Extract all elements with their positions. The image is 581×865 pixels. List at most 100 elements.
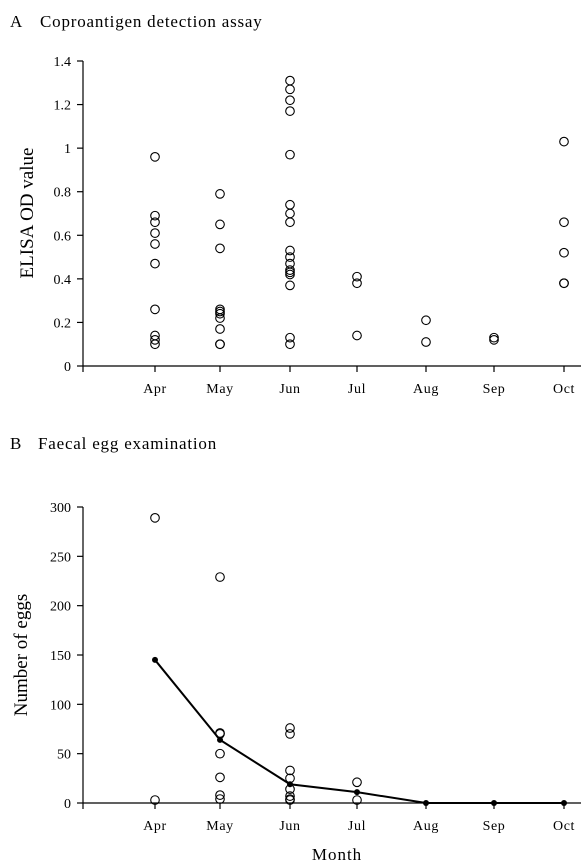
data-point [150,217,160,228]
x-tick-label: Aug [413,382,439,397]
y-tick-label: 0.8 [54,186,72,201]
y-tick-label: 0.2 [54,316,72,331]
data-point [285,773,295,784]
data-point [215,748,225,759]
data-point [215,772,225,783]
x-tick-label: Sep [483,382,506,397]
data-point [285,784,295,795]
data-point [285,208,295,219]
data-point [150,335,160,345]
data-point [352,795,362,805]
panel-label: A [10,12,23,31]
data-point [352,278,362,289]
data-point [150,152,160,162]
data-point [285,269,295,280]
data-point [215,313,225,323]
data-point [150,239,160,249]
data-point [150,228,160,238]
y-tick-label: 150 [50,649,71,664]
data-point [285,280,295,291]
data-point [215,572,225,582]
chart-panel-b: B Faecal egg examination 0 50 100 150 200 250 30… [10,434,581,864]
mean-point [152,656,158,663]
data-point [215,308,225,319]
x-tick-label: Oct [553,819,575,834]
y-tick-label: 100 [50,698,71,713]
data-point [285,95,295,106]
data-point [215,243,225,254]
x-tick-label: Jun [279,819,300,834]
x-axis-title: Month [312,845,362,864]
data-point [215,729,225,739]
x-tick-label: Oct [553,382,575,397]
x-tick-label: Jun [279,382,300,397]
y-axis-title: ELISA OD value [17,148,38,279]
y-axis-title: Number of eggs [11,594,32,716]
x-tick-label: Aug [413,819,439,834]
data-point [559,136,569,147]
data-point [150,304,160,315]
x-tick-label: Sep [483,819,506,834]
chart-panel-a: A Coproantigen detection assay 0 0.2 0.4 0.6 0… [10,12,581,397]
data-point [285,791,295,801]
y-tick-label: 300 [50,501,71,516]
y-tick-label: 250 [50,550,71,565]
data-point [285,75,295,86]
y-tick-label: 0.4 [54,273,72,288]
data-point [215,790,225,800]
chart-title: Faecal egg examination [38,434,217,453]
data-point [285,252,295,262]
data-point [215,324,225,334]
data-point [285,339,295,350]
data-point [285,729,295,739]
data-point [150,795,160,805]
y-tick-label: 50 [57,748,71,763]
data-point [559,247,569,258]
data-point [559,217,569,228]
data-point [285,84,295,95]
x-tick-label: May [206,819,233,834]
x-tick-label: May [206,382,233,397]
y-tick-label: 0 [64,360,71,375]
mean-point [423,800,429,806]
data-point [489,335,499,345]
data-point [285,795,295,805]
x-tick-label: Apr [143,382,167,397]
y-tick-label: 1.4 [54,55,72,70]
mean-point [354,789,360,796]
y-tick-label: 1 [64,142,71,157]
data-point [285,723,295,733]
y-tick-label: 1.2 [54,99,72,114]
y-tick-label: 200 [50,600,71,615]
data-point [285,765,295,776]
data-point [285,199,295,210]
data-point [150,339,160,350]
x-tick-label: Apr [143,819,167,834]
data-point [150,210,160,221]
data-point [215,189,225,199]
data-point [285,217,295,228]
mean-point [561,800,567,806]
data-point [285,149,295,160]
y-tick-label: 0.6 [54,229,72,244]
data-point [352,330,362,341]
data-point [215,794,225,804]
x-tick-label: Jul [348,382,366,397]
data-point [215,339,225,350]
x-tick-label: Jul [348,819,366,834]
mean-point [491,800,497,806]
y-tick-label: 0 [64,797,71,812]
data-point [421,337,431,347]
data-point [150,258,160,269]
data-point [352,271,362,282]
chart-title: Coproantigen detection assay [40,12,263,31]
panel-label: B [10,434,21,453]
data-point [352,777,362,788]
data-point [489,332,499,343]
data-point [421,315,431,326]
data-point [285,245,295,256]
data-point [559,278,569,289]
data-point [285,332,295,343]
data-point [215,219,225,230]
